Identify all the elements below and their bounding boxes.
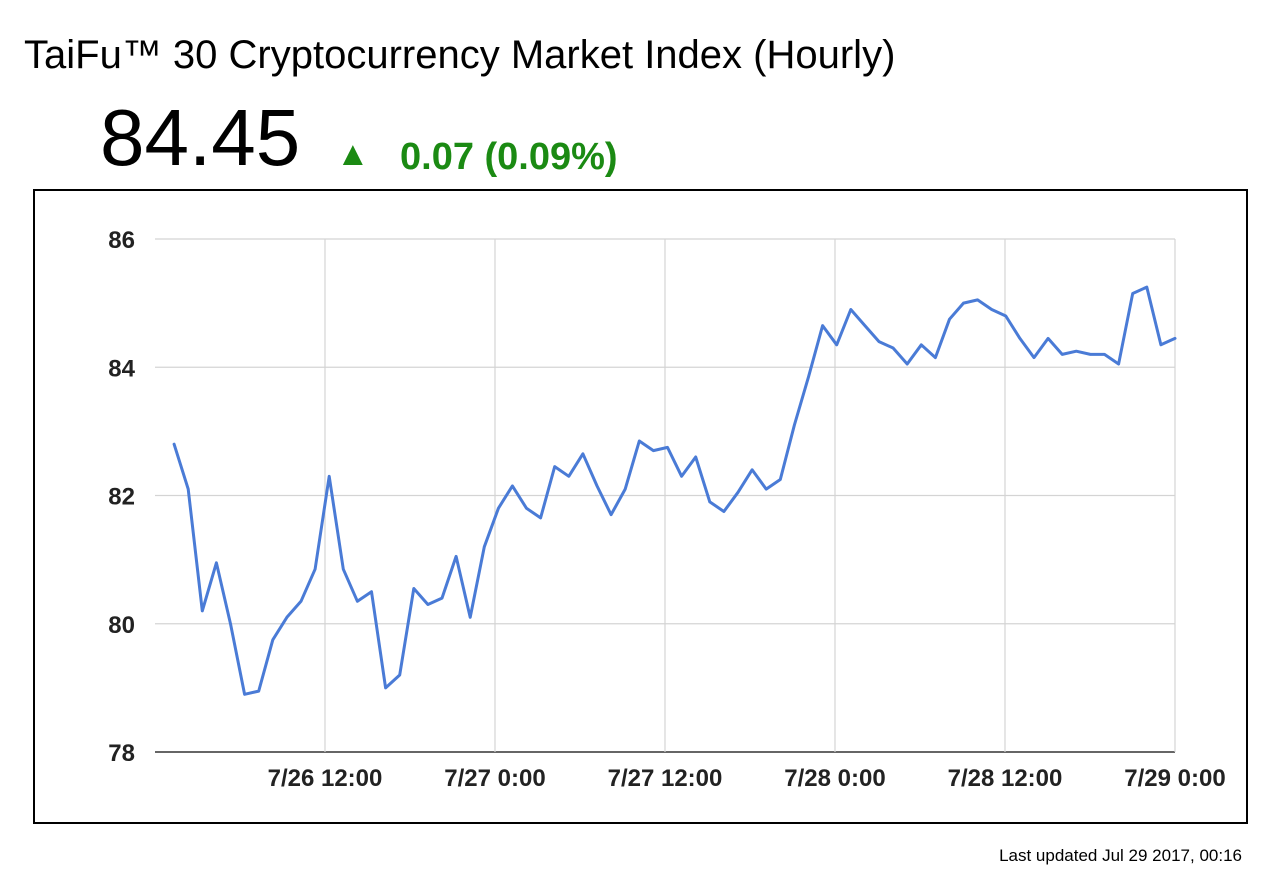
x-tick-label: 7/27 0:00 [444,765,545,792]
y-tick-label: 82 [108,484,135,511]
up-arrow-icon: ▲ [336,135,370,173]
grid-layer [155,238,1176,753]
x-tick-label: 7/26 12:00 [268,765,383,792]
y-tick-label: 78 [108,740,135,767]
chart-frame: 78 80 82 84 86 7/26 12:00 7/27 0:00 7/27 12:00 7… [33,189,1248,824]
current-price: 84.45 [100,93,301,182]
y-tick-label: 86 [108,227,135,254]
y-tick-label: 80 [108,612,135,639]
last-updated: Last updated Jul 29 2017, 00:16 [999,846,1242,865]
series-layer [172,285,1177,696]
series-line [172,285,1177,696]
x-tick-label: 7/29 0:00 [1124,765,1225,792]
x-tick-label: 7/28 0:00 [784,765,885,792]
price-change: 0.07 (0.09%) [400,136,618,178]
axis-labels: 78 80 82 84 86 7/26 12:00 7/27 0:00 7/27 12:00 7… [108,227,1225,792]
x-tick-label: 7/28 12:00 [948,765,1063,792]
chart-title: TaiFu™ 30 Cryptocurrency Market Index (H… [24,33,896,77]
y-tick-label: 84 [108,355,135,382]
x-tick-label: 7/27 12:00 [608,765,723,792]
line-chart: 78 80 82 84 86 7/26 12:00 7/27 0:00 7/27 12:00 7… [108,227,1225,792]
